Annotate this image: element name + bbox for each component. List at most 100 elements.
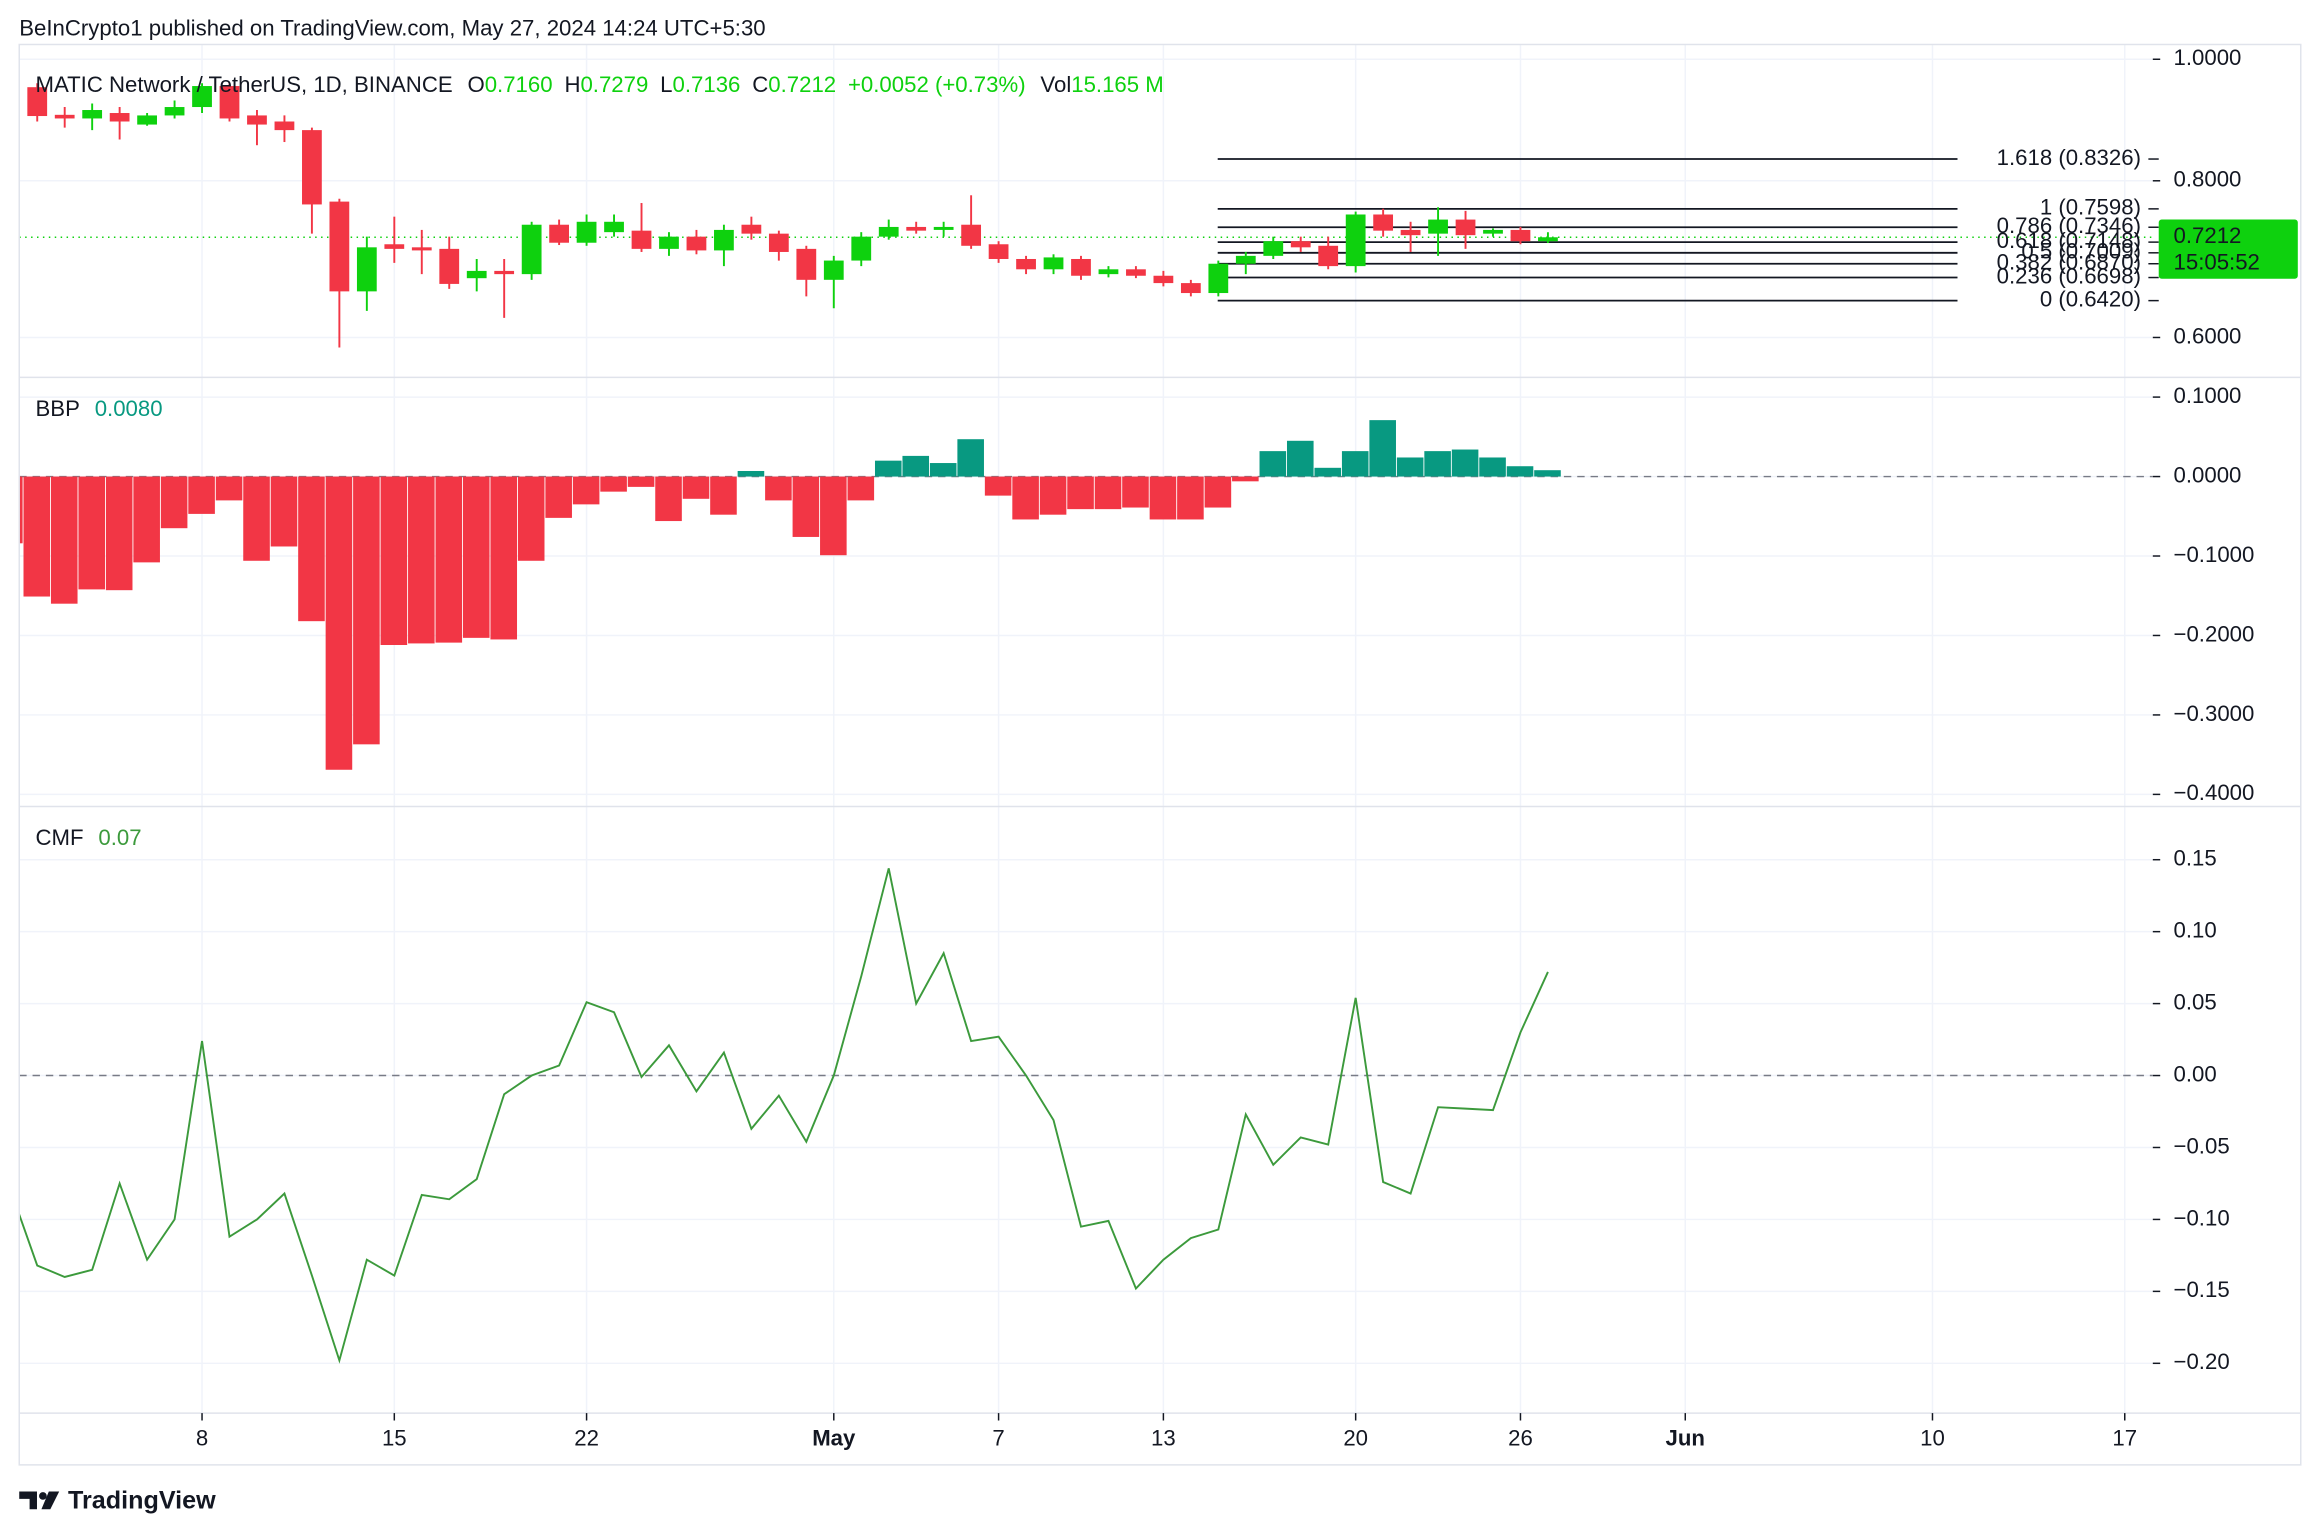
bar: [1396, 457, 1424, 477]
x-tick-label: 7: [992, 1426, 1004, 1451]
candle-body: [219, 86, 240, 119]
legend-key: C: [752, 72, 768, 97]
fib-label: 0.618 (0.7148): [1997, 228, 2141, 253]
candle-body: [247, 115, 267, 125]
candle-body: [549, 224, 569, 243]
bar: [545, 476, 572, 518]
bar: [215, 476, 243, 501]
y-tick-label: −0.10: [2174, 1205, 2230, 1230]
bar: [1012, 476, 1039, 520]
candle-body: [988, 244, 1009, 259]
candle-body: [906, 226, 927, 231]
candle-body: [1538, 237, 1558, 242]
indicator-name: CMF: [36, 825, 84, 850]
countdown-label: 15:05:52: [2174, 250, 2260, 275]
bar: [765, 476, 792, 501]
x-tick-label: 17: [2112, 1426, 2137, 1451]
candle-body: [659, 236, 679, 249]
bar: [380, 476, 408, 646]
bar: [188, 476, 215, 514]
legend-key: L: [660, 72, 672, 97]
fib-label: 1.618 (0.8326): [1997, 145, 2141, 170]
y-tick-label: 0.0000: [2174, 462, 2242, 487]
bar: [490, 476, 518, 640]
x-tick-label: 26: [1508, 1426, 1533, 1451]
bar: [1369, 420, 1396, 477]
bar: [462, 476, 490, 638]
bar: [517, 476, 545, 561]
legend-value: 0.7212: [768, 72, 836, 97]
bar: [1259, 451, 1287, 477]
bar: [572, 476, 600, 505]
fib-label: 0.236 (0.6698): [1997, 263, 2141, 288]
x-tick-label: 13: [1151, 1426, 1176, 1451]
bar: [325, 476, 353, 770]
overlay: 1.0000 0.8000 0.6000 1.618 (0.8326) 1 (0.759…: [36, 45, 2298, 1451]
bar: [957, 439, 984, 477]
indicator-value: 0.0080: [95, 396, 163, 421]
y-tick-label: −0.4000: [2174, 780, 2255, 805]
candle-body: [1345, 214, 1366, 267]
y-tick-label: 1.0000: [2174, 45, 2242, 70]
chart-frame: [18, 43, 2302, 1466]
candle-body: [274, 121, 295, 131]
bar: [1122, 476, 1149, 508]
candle-body: [1373, 214, 1394, 231]
bar: [1039, 476, 1067, 515]
fib-label: 0.5 (0.7009): [2021, 239, 2141, 264]
brand-logo: [19, 1491, 60, 1510]
x-tick-label: 20: [1343, 1426, 1368, 1451]
candle-body: [82, 110, 103, 119]
candle-body: [411, 247, 432, 251]
legend-change: +0.0052 (+0.73%): [848, 72, 1026, 97]
series-legend: MATIC Network / TetherUS, 1D, BINANCE O0.…: [36, 72, 1164, 97]
candle-body: [961, 224, 982, 246]
fib-label: 1 (0.7598): [2040, 195, 2141, 220]
y-tick-label: −0.2000: [2174, 621, 2255, 646]
last-price-label: 0.7212: [2174, 223, 2242, 248]
bar: [1534, 470, 1561, 477]
bar: [1451, 449, 1479, 477]
brand-name: TradingView: [68, 1487, 216, 1515]
pane: [19, 868, 2153, 1364]
y-tick-label: 0.05: [2174, 989, 2217, 1014]
bar: [1506, 466, 1534, 477]
bar: [160, 476, 188, 529]
last-price-box: [2158, 219, 2298, 279]
bar: [1149, 476, 1177, 520]
bar: [133, 476, 160, 563]
candle-body: [631, 230, 652, 249]
y-tick-label: 0.8000: [2174, 167, 2242, 192]
x-tick-label: 15: [382, 1426, 407, 1451]
bar: [737, 470, 765, 477]
legend-key: H: [564, 72, 580, 97]
indicator-legend: BBP 0.0080: [36, 396, 163, 421]
bar: [1479, 457, 1506, 477]
legend-key: O: [467, 72, 484, 97]
candle-body: [1153, 275, 1174, 284]
bar: [1094, 476, 1122, 510]
candle-body: [329, 201, 350, 292]
bar: [298, 476, 325, 622]
y-tick-label: −0.1000: [2174, 542, 2255, 567]
bar: [682, 476, 710, 499]
candle-body: [1428, 219, 1448, 234]
candle-body: [54, 114, 75, 119]
candle-body: [192, 86, 212, 108]
candle-body: [384, 244, 405, 249]
y-tick-label: 0.00: [2174, 1061, 2217, 1086]
candle-body: [1235, 255, 1256, 264]
y-tick-label: −0.3000: [2174, 701, 2255, 726]
candle-body: [1483, 229, 1503, 234]
bar: [600, 476, 627, 492]
bar: [270, 476, 298, 547]
candle-body: [1208, 263, 1229, 294]
candle-body: [576, 221, 597, 243]
bar: [655, 476, 682, 522]
x-tick-label: 22: [574, 1426, 599, 1451]
pane: [19, 420, 2153, 770]
x-tick-label: May: [812, 1426, 856, 1451]
bar: [1314, 467, 1342, 477]
